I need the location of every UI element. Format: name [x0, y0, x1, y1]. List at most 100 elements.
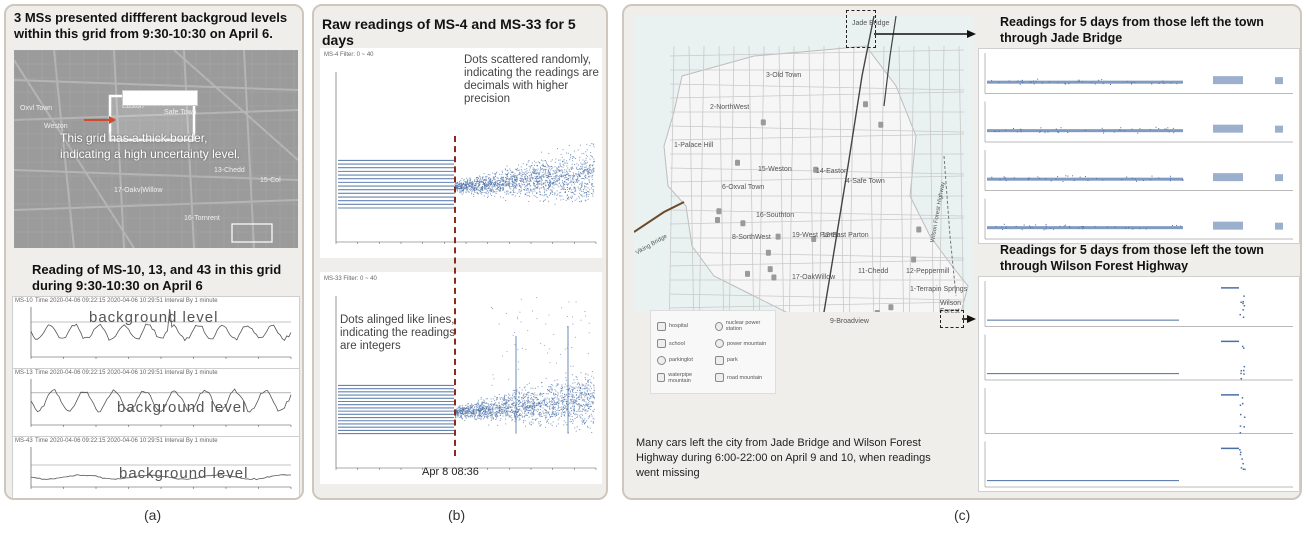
data-dot [593, 398, 595, 400]
data-dot [570, 393, 572, 395]
data-dot [470, 408, 471, 410]
data-dot [476, 181, 478, 183]
data-dot [529, 421, 531, 423]
data-dot [582, 414, 584, 416]
data-dot [510, 407, 512, 409]
data-dot [572, 323, 574, 325]
data-dot [550, 181, 552, 183]
data-dot [478, 403, 479, 405]
data-dot [573, 405, 575, 407]
data-dot [569, 402, 571, 404]
data-dot [593, 385, 595, 387]
data-dot [577, 414, 579, 416]
data-dot [516, 169, 518, 171]
map-road [14, 199, 298, 211]
data-dot [565, 422, 567, 424]
data-dot [492, 410, 494, 412]
data-dot [504, 394, 506, 396]
data-dot [589, 394, 591, 396]
data-dot [491, 182, 493, 184]
data-dot [576, 426, 578, 428]
data-dot [492, 308, 494, 310]
data-dot [478, 404, 480, 406]
data-dot [551, 402, 553, 403]
sublabel-b: (b) [448, 507, 466, 523]
strip-dots [987, 221, 1283, 231]
data-dot [488, 406, 490, 408]
data-dot [529, 402, 531, 404]
data-dot [476, 404, 478, 406]
data-dot [568, 175, 570, 177]
data-dot [475, 184, 477, 186]
data-dot [575, 401, 577, 403]
data-dot [517, 170, 519, 171]
data-dot [467, 185, 469, 187]
data-dot [503, 403, 505, 405]
data-dot [479, 188, 481, 190]
data-dot [578, 405, 580, 407]
data-dot [567, 396, 569, 398]
data-dot [521, 178, 523, 180]
data-dot [534, 173, 536, 174]
data-dot [508, 393, 510, 395]
data-dot [548, 186, 550, 188]
data-dot [1239, 453, 1242, 456]
data-dot [510, 170, 512, 172]
data-dot [547, 389, 548, 391]
reading-line [30, 388, 292, 413]
data-dot [473, 413, 475, 415]
data-dot [459, 407, 461, 409]
data-dot [578, 403, 579, 405]
data-dot [505, 405, 507, 407]
data-dot [1098, 79, 1100, 81]
data-dot [463, 178, 465, 180]
data-dot [541, 165, 543, 167]
data-dot [517, 361, 519, 363]
data-dot [534, 405, 536, 407]
data-dot [564, 383, 566, 385]
data-dot [491, 415, 493, 417]
data-dot [592, 403, 594, 405]
data-dot [576, 417, 578, 418]
data-dot [579, 383, 580, 385]
data-dot [456, 408, 458, 410]
data-dot [1091, 82, 1093, 84]
data-dot [1239, 313, 1241, 316]
data-dot [516, 180, 518, 182]
data-dot [591, 179, 593, 181]
reading-burst [1275, 77, 1283, 85]
data-dot [525, 406, 527, 408]
data-dot [1242, 309, 1244, 311]
data-dot [458, 410, 460, 412]
data-dot [523, 396, 525, 398]
data-dot [585, 412, 587, 414]
district-oxval: 6-Oxval Town [722, 184, 765, 191]
data-dot [462, 183, 464, 185]
data-dot [540, 194, 542, 196]
data-dot [545, 323, 547, 325]
data-dot [585, 384, 587, 386]
data-dot [549, 389, 550, 391]
data-dot [568, 188, 570, 190]
data-dot [520, 175, 522, 177]
data-dot [589, 166, 591, 168]
data-dot [582, 173, 584, 175]
data-dot [1182, 179, 1184, 181]
data-dot [542, 165, 544, 166]
data-dot [502, 189, 504, 191]
data-dot [458, 185, 460, 187]
data-dot [529, 167, 531, 169]
data-dot [518, 403, 520, 405]
data-dot [573, 181, 575, 183]
data-dot [548, 182, 550, 184]
data-dot [567, 184, 568, 186]
data-dot [537, 161, 539, 163]
data-dot [486, 190, 488, 192]
data-dot [586, 193, 588, 195]
data-dot [521, 405, 523, 407]
data-dot [560, 191, 562, 193]
data-dot [576, 198, 578, 200]
data-dot [459, 191, 461, 193]
data-dot [493, 412, 495, 414]
data-dot [582, 408, 584, 410]
